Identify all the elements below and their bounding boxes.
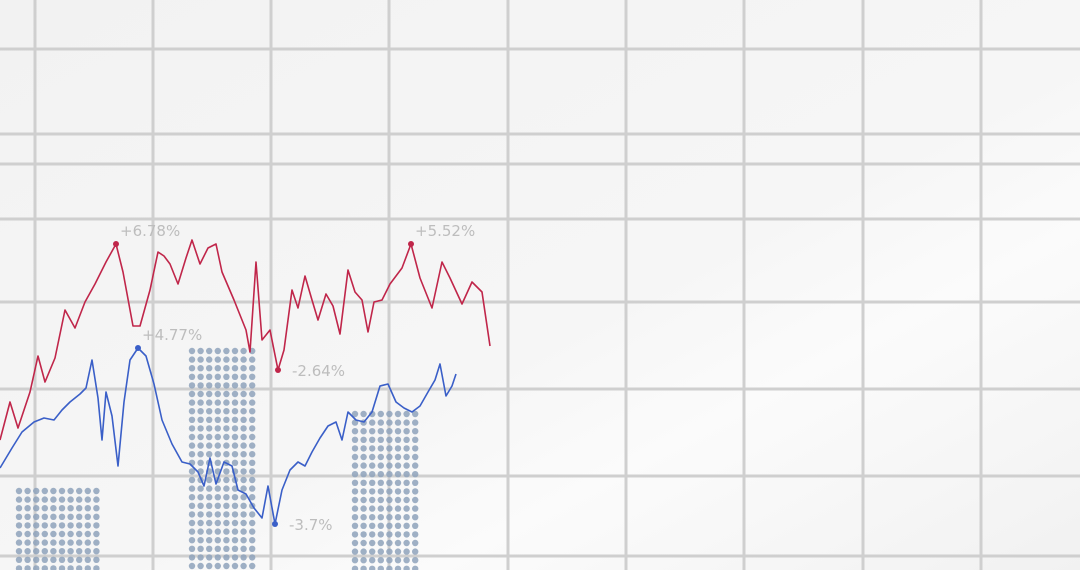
marker-label-blue-0: +4.77% (142, 326, 202, 344)
marker-red-0 (113, 241, 119, 247)
series-line-red (0, 239, 491, 441)
marker-red-2 (408, 241, 414, 247)
marker-blue-0 (135, 345, 141, 351)
marker-label-red-2: +5.52% (415, 222, 475, 240)
marker-blue-1 (272, 521, 278, 527)
series-line-blue (0, 347, 457, 525)
marker-label-blue-1: -3.7% (289, 516, 333, 534)
dot-bar-0 (15, 487, 100, 570)
dot-bars (15, 347, 419, 570)
series-markers: +6.78% -2.64% +5.52% +4.77% -3.7% (113, 222, 475, 534)
dot-bar-1 (188, 347, 256, 570)
marker-red-1 (275, 367, 281, 373)
series-lines (0, 239, 491, 525)
marker-label-red-1: -2.64% (292, 362, 345, 380)
marker-label-red-0: +6.78% (120, 222, 180, 240)
